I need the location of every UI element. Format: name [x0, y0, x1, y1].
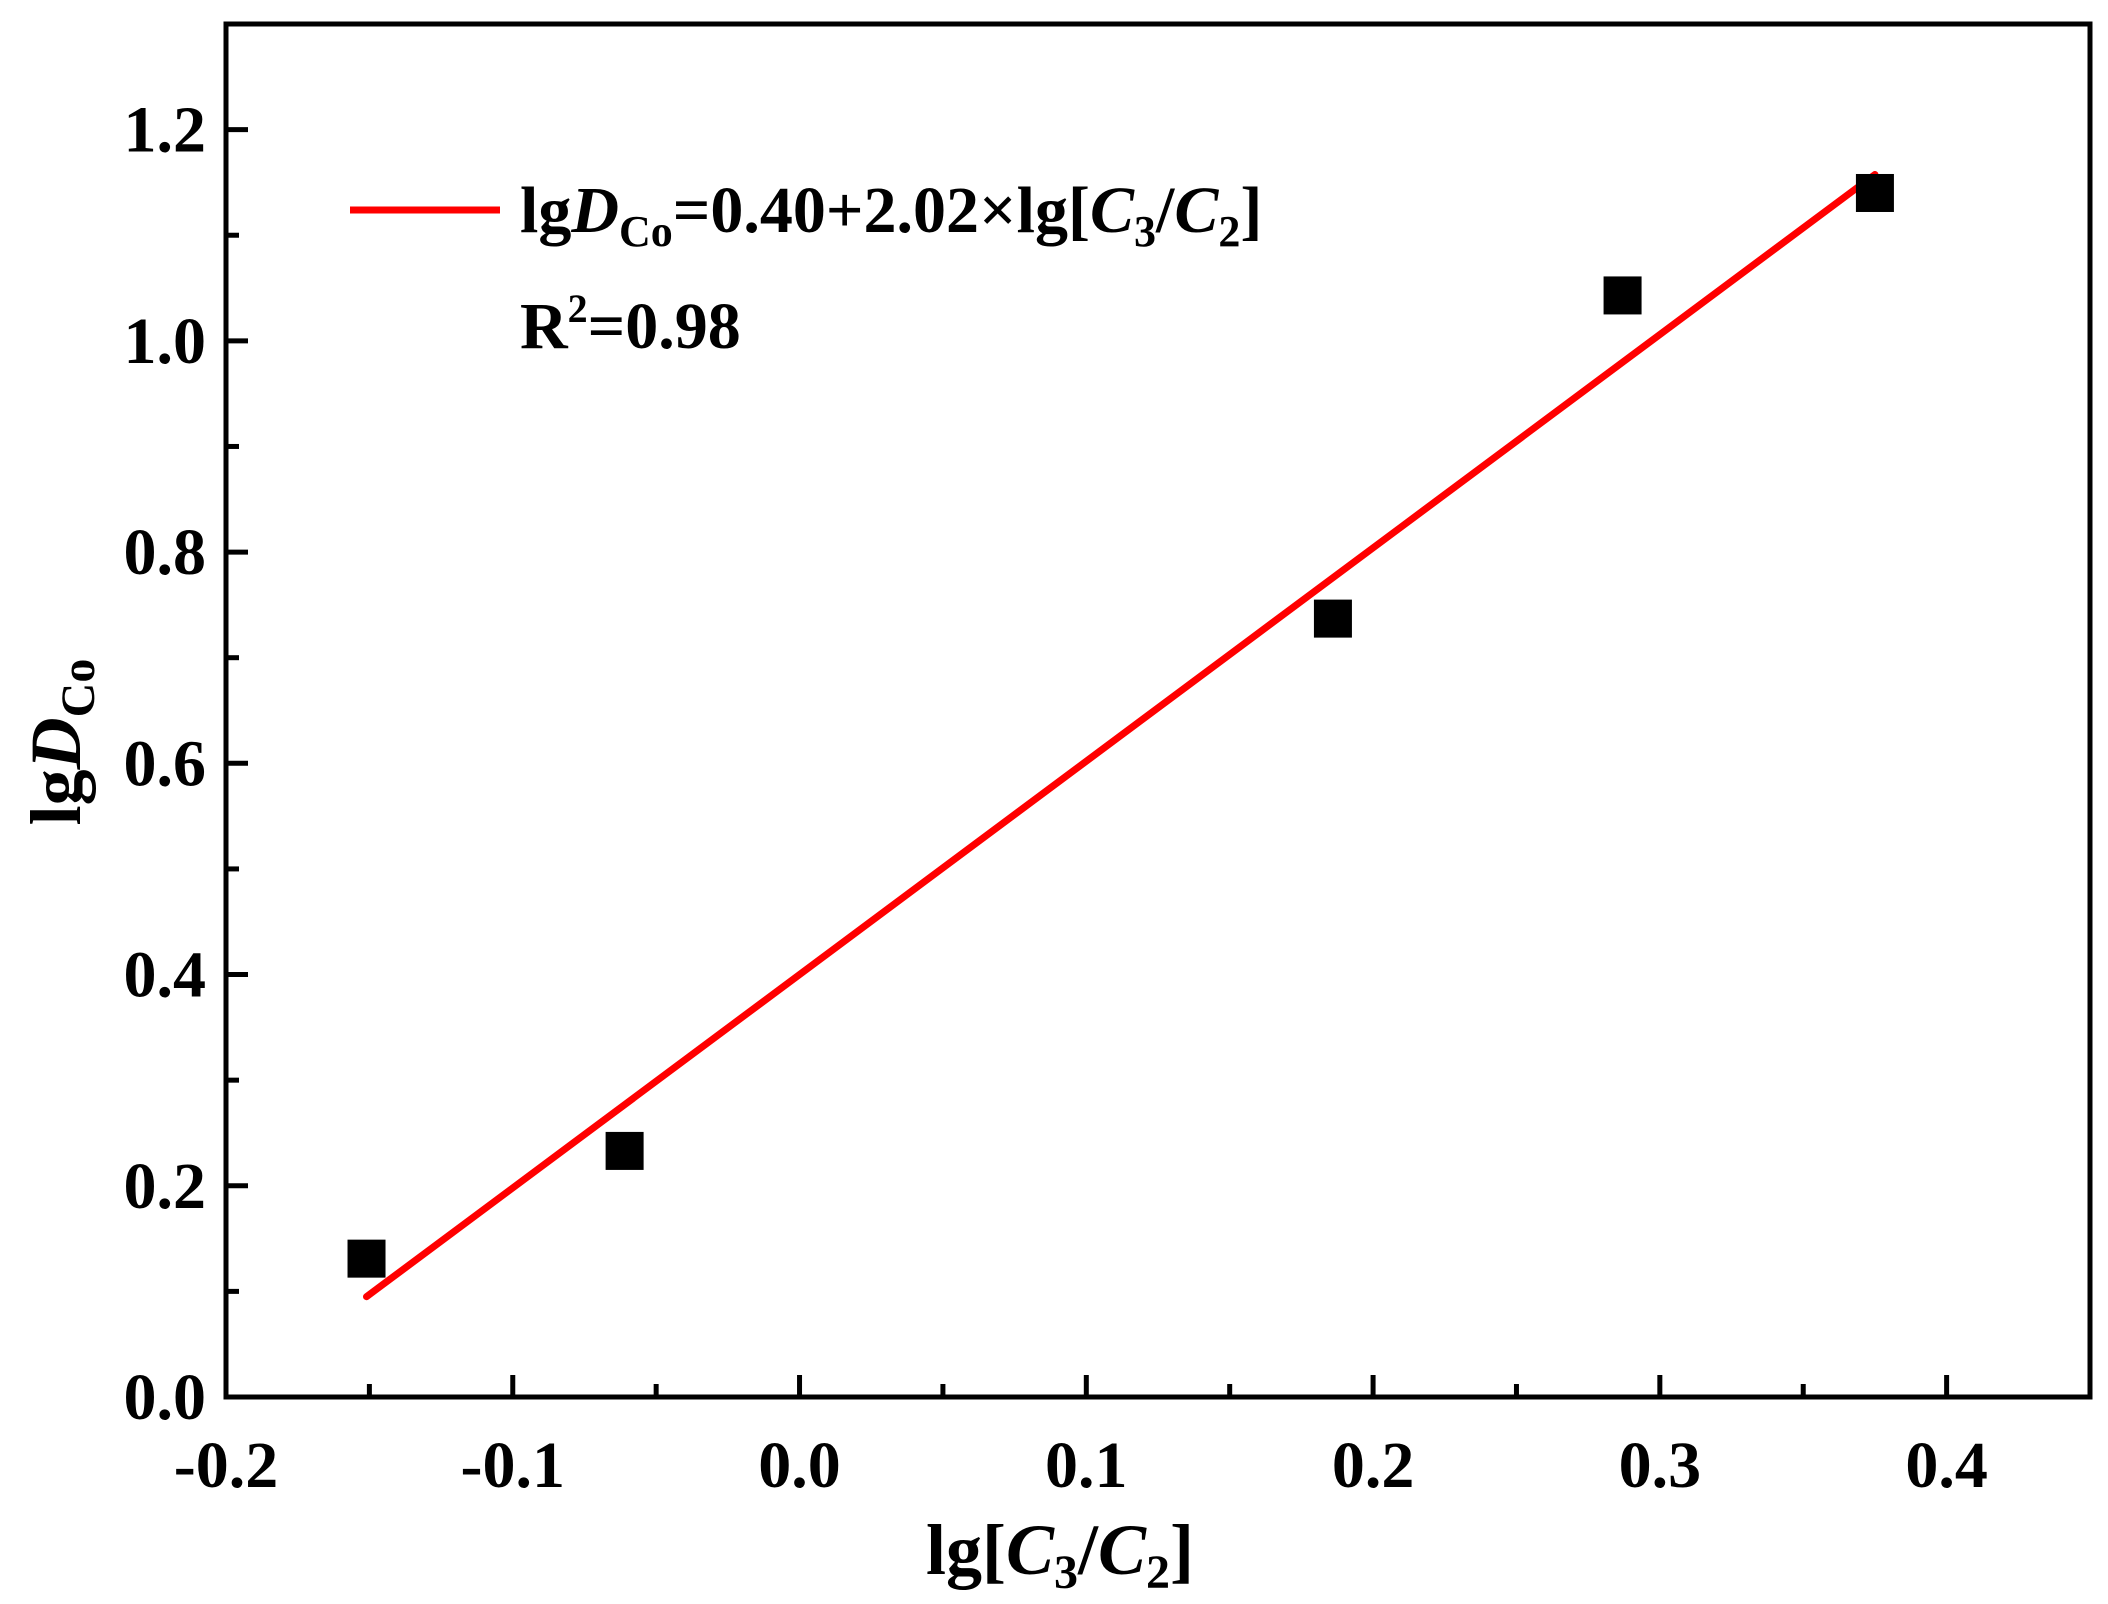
fit-line-layer: [363, 171, 1879, 1301]
y-tick-label: 0.6: [124, 727, 207, 800]
data-point: [1603, 276, 1642, 315]
x-axis-title: lg[C3/C2]: [926, 1510, 1194, 1599]
x-tick-label: 0.2: [1332, 1429, 1415, 1502]
legend-equation: lgDCo=0.40+2.02×lg[C3/C2]: [520, 174, 1262, 256]
x-tick-label: 0.3: [1619, 1429, 1702, 1502]
x-tick-label: 0.0: [758, 1429, 841, 1502]
y-tick-label: 0.4: [124, 939, 207, 1012]
data-point: [347, 1239, 386, 1278]
y-tick-label: 1.2: [124, 94, 207, 167]
y-tick-label: 0.2: [124, 1150, 207, 1223]
y-tick-label: 0.0: [124, 1361, 207, 1434]
y-axis-title: lgDCo: [16, 659, 105, 826]
plot-frame: [223, 21, 2093, 1400]
legend: lgDCo=0.40+2.02×lg[C3/C2] R2=0.98: [350, 174, 1262, 363]
fit-line: [363, 171, 1879, 1301]
x-tick-label: 0.1: [1045, 1429, 1128, 1502]
data-point: [1855, 173, 1894, 212]
x-tick-label: 0.4: [1905, 1429, 1988, 1502]
x-tick-label: -0.2: [174, 1429, 278, 1502]
data-points: [347, 173, 1894, 1278]
data-point: [605, 1131, 644, 1170]
y-tick-label: 1.0: [124, 305, 207, 378]
x-tick-label: -0.1: [461, 1429, 565, 1502]
y-tick-labels: 0.0 0.2 0.4 0.6 0.8 1.0 1.2: [124, 94, 207, 1434]
y-tick-label: 0.8: [124, 516, 207, 589]
data-point: [1313, 599, 1352, 638]
legend-r-squared: R2=0.98: [520, 286, 741, 363]
x-tick-labels: -0.2 -0.1 0.0 0.1 0.2 0.3 0.4: [174, 1429, 1988, 1502]
